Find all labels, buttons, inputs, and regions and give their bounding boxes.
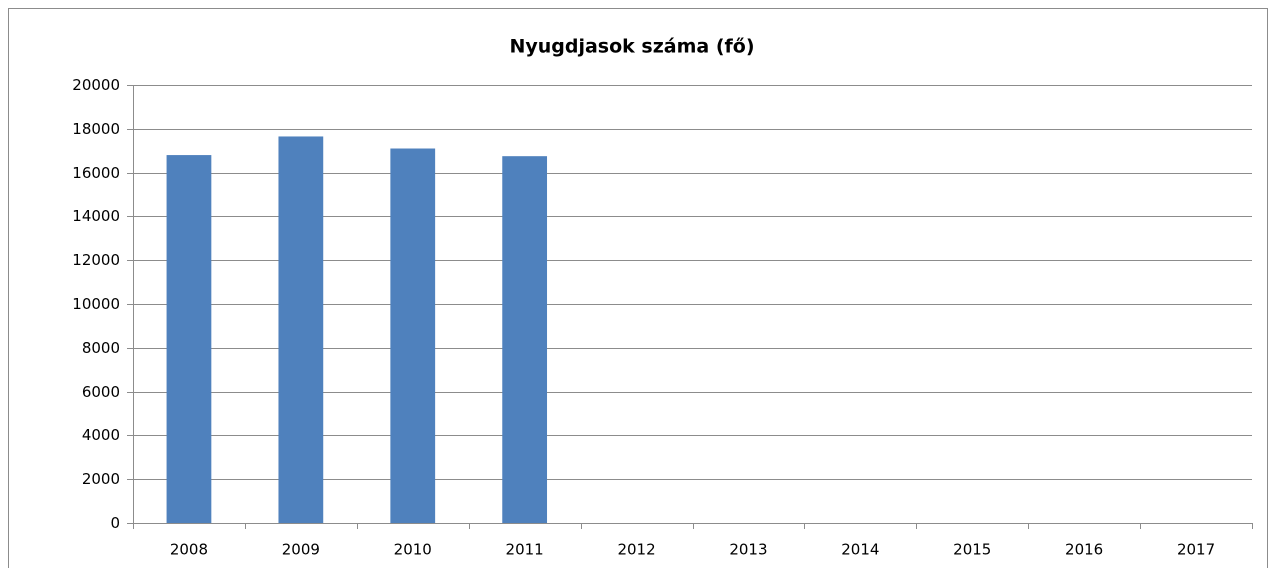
x-tick-label: 2009 bbox=[282, 541, 320, 559]
bar bbox=[502, 156, 548, 524]
chart-title: Nyugdjasok száma (fő) bbox=[509, 36, 754, 58]
x-tick-label: 2015 bbox=[953, 541, 991, 559]
y-tick-label: 2000 bbox=[82, 470, 120, 488]
y-tick-label: 18000 bbox=[72, 120, 120, 138]
bar bbox=[390, 148, 436, 523]
x-tick-label: 2008 bbox=[170, 541, 208, 559]
bar bbox=[278, 136, 324, 523]
y-tick-label: 12000 bbox=[72, 251, 120, 269]
y-tick-label: 10000 bbox=[72, 295, 120, 313]
y-tick-label: 20000 bbox=[72, 76, 120, 94]
y-tick-label: 6000 bbox=[82, 383, 120, 401]
chart-frame bbox=[8, 8, 1268, 568]
y-tick-label: 16000 bbox=[72, 164, 120, 182]
x-tick-label: 2017 bbox=[1177, 541, 1215, 559]
bar bbox=[166, 155, 212, 523]
x-tick-label: 2010 bbox=[394, 541, 432, 559]
x-tick-label: 2012 bbox=[617, 541, 655, 559]
x-tick-label: 2014 bbox=[841, 541, 879, 559]
x-tick-label: 2011 bbox=[506, 541, 544, 559]
x-tick-label: 2013 bbox=[729, 541, 767, 559]
x-tick-label: 2016 bbox=[1065, 541, 1103, 559]
y-tick-label: 8000 bbox=[82, 339, 120, 357]
y-tick-label: 14000 bbox=[72, 207, 120, 225]
y-tick-label: 4000 bbox=[82, 426, 120, 444]
y-tick-label: 0 bbox=[110, 514, 120, 532]
